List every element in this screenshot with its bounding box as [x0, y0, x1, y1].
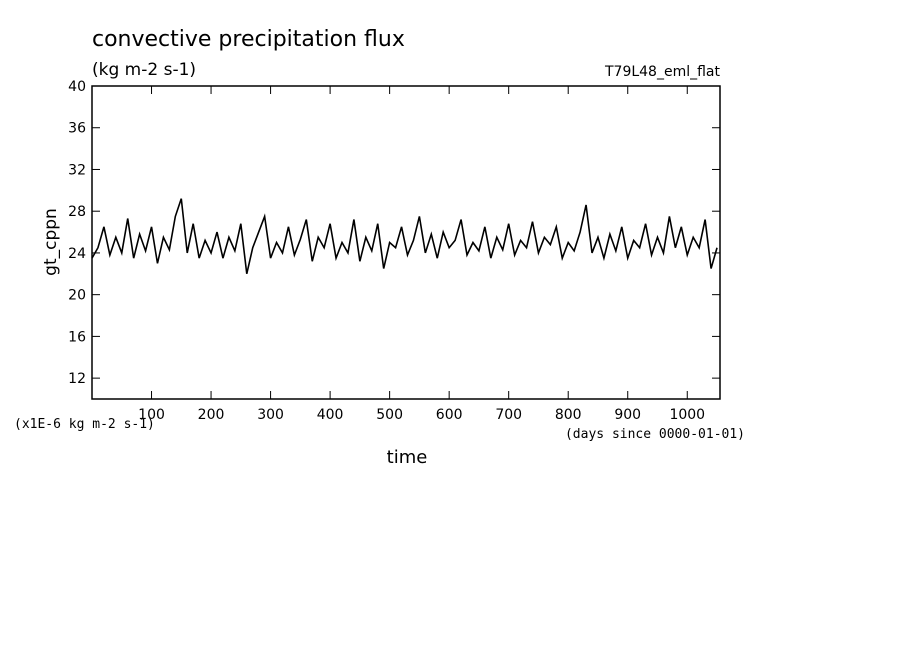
x-unit: (days since 0000-01-01) — [565, 427, 745, 442]
y-tick-label: 32 — [68, 162, 86, 178]
x-tick-label: 300 — [257, 407, 284, 423]
x-tick-label: 200 — [198, 407, 225, 423]
x-axis-label: time — [387, 447, 428, 468]
y-tick-label: 24 — [68, 246, 86, 262]
x-tick-label: 900 — [614, 407, 641, 423]
chart-title: convective precipitation flux — [92, 27, 405, 52]
chart-subtitle: (kg m-2 s-1) — [92, 60, 196, 80]
y-tick-label: 12 — [68, 371, 86, 387]
y-unit: (x1E-6 kg m-2 s-1) — [14, 417, 155, 432]
y-tick-label: 20 — [68, 288, 86, 304]
y-tick-label: 40 — [68, 79, 86, 95]
y-axis-label: gt_cppn — [41, 208, 61, 276]
x-tick-label: 800 — [555, 407, 582, 423]
x-tick-label: 100 — [138, 407, 165, 423]
x-tick-label: 500 — [376, 407, 403, 423]
y-tick-label: 16 — [68, 329, 86, 345]
y-tick-label: 28 — [68, 204, 86, 220]
annotation: T79L48_eml_flat — [604, 64, 721, 80]
x-tick-label: 400 — [317, 407, 344, 423]
plot-frame — [91, 85, 721, 400]
line-series — [91, 198, 718, 274]
x-tick-label: 1000 — [669, 407, 705, 423]
y-tick-label: 36 — [68, 121, 86, 137]
x-tick-label: 700 — [495, 407, 522, 423]
x-tick-label: 600 — [436, 407, 463, 423]
